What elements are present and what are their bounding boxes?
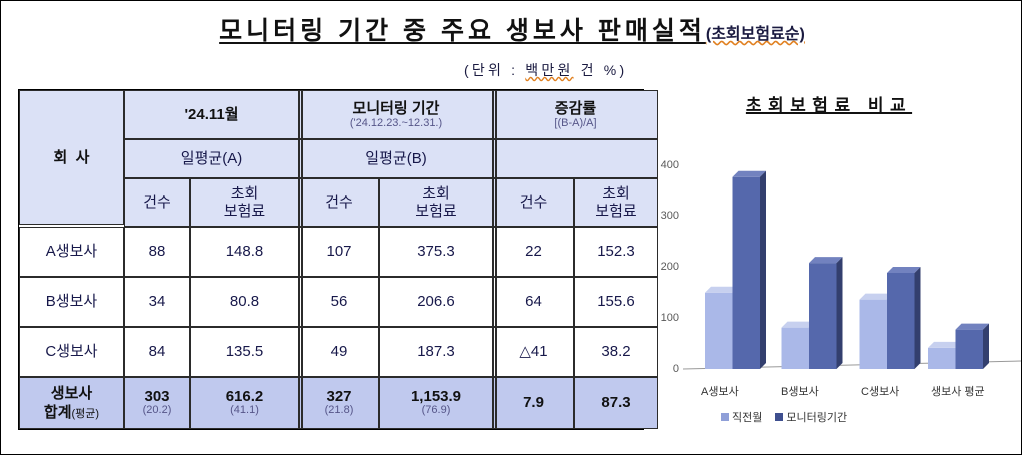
svg-text:200: 200 [661,261,679,273]
svg-text:0: 0 [673,363,679,375]
svg-text:100: 100 [661,312,679,324]
svg-text:400: 400 [661,159,679,171]
svg-text:300: 300 [661,210,679,222]
